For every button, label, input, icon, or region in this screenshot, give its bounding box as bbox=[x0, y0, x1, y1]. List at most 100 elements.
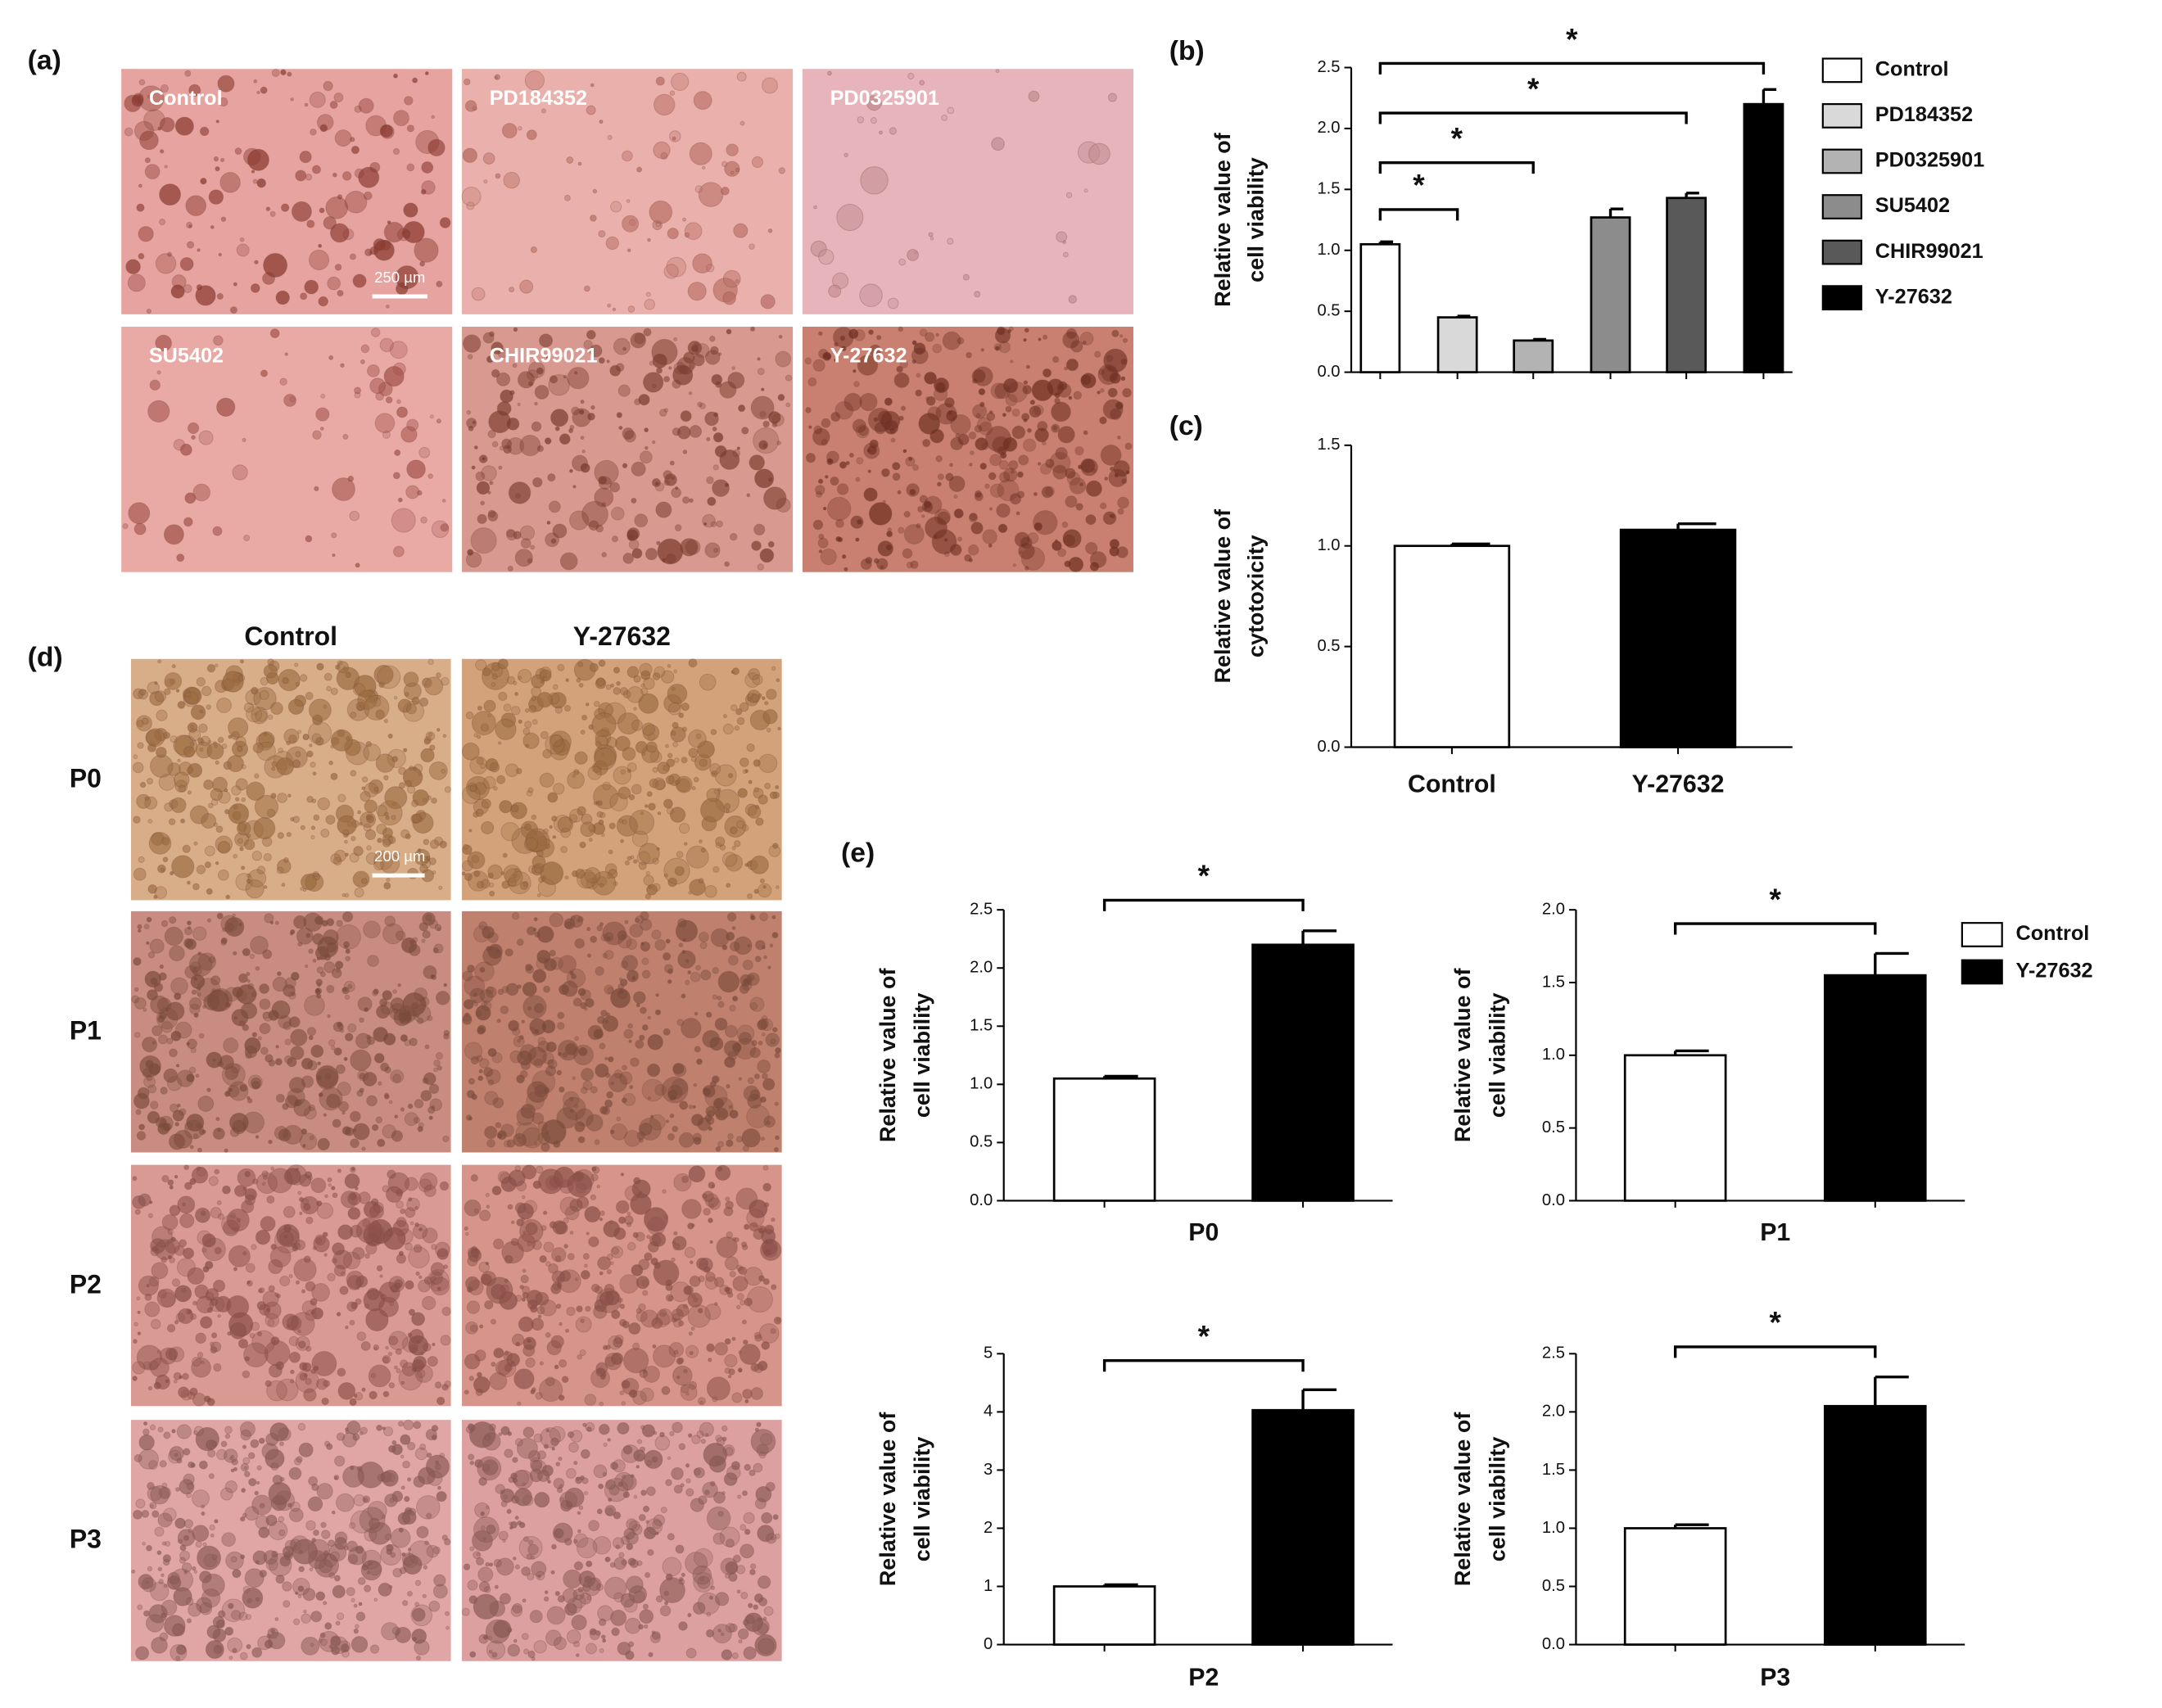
y-tick-label: 1 bbox=[984, 1577, 993, 1595]
cell bbox=[522, 727, 531, 735]
cell bbox=[757, 368, 765, 376]
cell bbox=[700, 847, 706, 853]
cell bbox=[774, 1101, 779, 1106]
cell bbox=[834, 358, 838, 363]
cell bbox=[698, 878, 704, 884]
cell bbox=[808, 425, 812, 429]
cell bbox=[863, 442, 880, 459]
cell bbox=[287, 991, 296, 1000]
cell bbox=[972, 404, 988, 419]
cell bbox=[636, 1131, 645, 1141]
cell bbox=[133, 754, 138, 760]
cell bbox=[546, 520, 551, 525]
cell bbox=[310, 834, 315, 840]
cell bbox=[246, 781, 265, 801]
cell bbox=[236, 745, 243, 752]
cell bbox=[427, 658, 434, 666]
cell bbox=[1025, 364, 1031, 369]
cell bbox=[813, 205, 817, 210]
cell bbox=[595, 966, 604, 976]
cell bbox=[923, 495, 943, 514]
cell bbox=[201, 1233, 216, 1248]
cell bbox=[330, 1635, 341, 1647]
cell bbox=[216, 397, 236, 417]
cell bbox=[699, 402, 706, 409]
cell bbox=[762, 1164, 769, 1171]
cell bbox=[1099, 416, 1107, 425]
cell bbox=[139, 1055, 161, 1078]
cell bbox=[642, 1505, 650, 1513]
cell bbox=[193, 1012, 199, 1018]
cell bbox=[682, 450, 688, 454]
cell bbox=[554, 426, 560, 432]
cell bbox=[157, 1566, 163, 1571]
cell bbox=[567, 770, 585, 789]
cell bbox=[396, 1368, 401, 1374]
cell bbox=[547, 1480, 551, 1484]
cell bbox=[1026, 427, 1033, 433]
cell bbox=[558, 1456, 563, 1462]
cell bbox=[722, 291, 736, 305]
cell bbox=[344, 839, 348, 844]
cell bbox=[128, 502, 151, 525]
cell bbox=[737, 788, 748, 798]
cell bbox=[559, 1322, 563, 1326]
cell bbox=[472, 999, 477, 1004]
cell bbox=[271, 761, 278, 767]
cell bbox=[344, 1173, 360, 1189]
cell bbox=[286, 1324, 291, 1328]
cell bbox=[1022, 438, 1037, 452]
cell bbox=[608, 1220, 613, 1225]
cell bbox=[241, 797, 247, 802]
cell bbox=[889, 427, 897, 434]
y-tick-label: 0.0 bbox=[1542, 1635, 1565, 1653]
cell bbox=[601, 833, 605, 838]
cell bbox=[332, 1118, 341, 1128]
cell bbox=[875, 334, 882, 341]
cell bbox=[665, 1479, 672, 1486]
cell bbox=[170, 1643, 188, 1662]
cell bbox=[759, 410, 767, 418]
cell bbox=[374, 413, 396, 434]
cell bbox=[403, 1553, 418, 1568]
cell bbox=[401, 1600, 409, 1606]
cell bbox=[586, 105, 596, 115]
cell bbox=[413, 1421, 422, 1430]
cell bbox=[436, 1396, 446, 1406]
cell bbox=[759, 548, 775, 563]
cell bbox=[198, 430, 214, 445]
cell bbox=[169, 1048, 178, 1058]
cell bbox=[640, 683, 645, 688]
cell bbox=[288, 734, 297, 743]
cell bbox=[717, 352, 722, 356]
cell bbox=[589, 1629, 600, 1641]
cell bbox=[731, 926, 736, 931]
cell bbox=[341, 892, 346, 897]
cell bbox=[394, 1282, 401, 1290]
cell bbox=[206, 1439, 217, 1450]
cell bbox=[147, 818, 153, 824]
cell bbox=[208, 1473, 215, 1480]
cell bbox=[243, 1471, 251, 1478]
cell bbox=[393, 851, 400, 858]
cell bbox=[295, 1240, 306, 1251]
cell bbox=[475, 808, 484, 817]
cell bbox=[519, 1069, 528, 1078]
cell bbox=[365, 1242, 378, 1255]
cell bbox=[329, 1551, 340, 1561]
cell bbox=[345, 1127, 355, 1136]
cell bbox=[522, 1268, 527, 1273]
cell bbox=[151, 1262, 169, 1280]
cell bbox=[531, 814, 537, 820]
cell bbox=[764, 701, 769, 706]
y-tick-label: 0.5 bbox=[1542, 1118, 1565, 1136]
cell bbox=[762, 443, 767, 449]
cell bbox=[337, 793, 346, 802]
cell bbox=[470, 1174, 478, 1182]
cell bbox=[623, 1028, 634, 1039]
cell bbox=[771, 1218, 776, 1222]
cell bbox=[406, 124, 415, 133]
cell bbox=[497, 658, 509, 670]
cell bbox=[188, 224, 192, 228]
cell bbox=[382, 1124, 396, 1139]
